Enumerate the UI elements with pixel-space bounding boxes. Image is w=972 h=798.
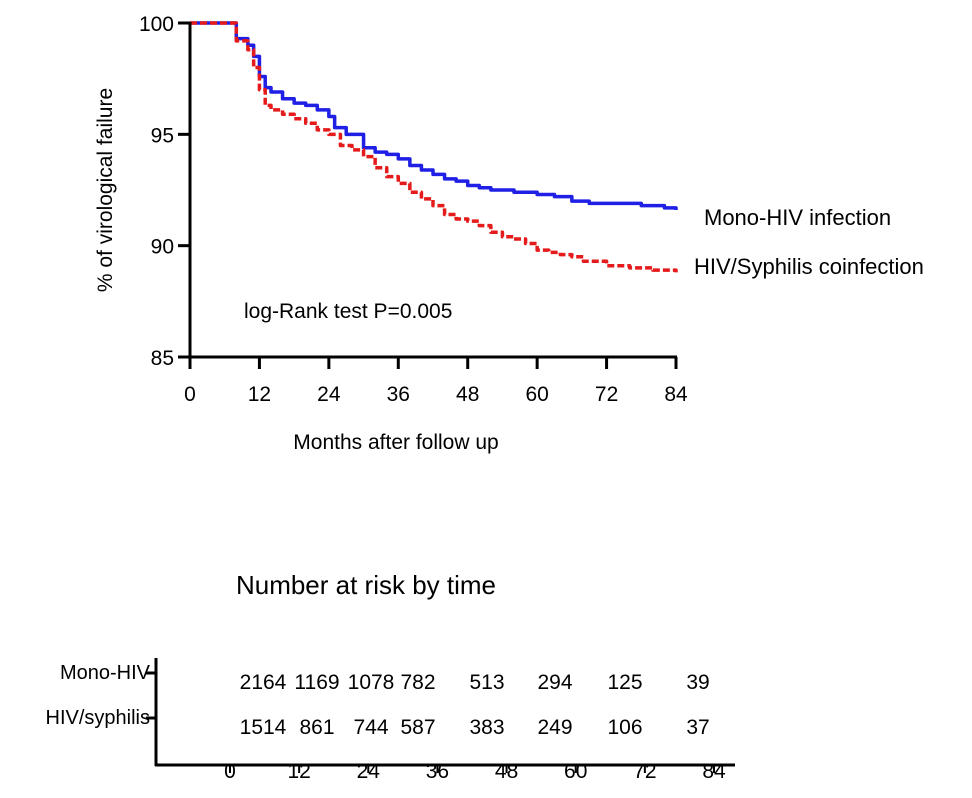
risk-cell: 744 bbox=[353, 716, 388, 739]
risk-x-tick-label: 72 bbox=[633, 760, 656, 783]
risk-table: Number at risk by time Mono-HIV 2164 1169 1… bbox=[46, 570, 735, 783]
risk-cell: 861 bbox=[299, 716, 334, 739]
y-tick-label: 90 bbox=[151, 236, 174, 259]
risk-cell: 249 bbox=[537, 716, 572, 739]
risk-cell: 294 bbox=[537, 671, 572, 694]
x-tick-label: 84 bbox=[664, 383, 688, 406]
x-tick-label: 36 bbox=[387, 383, 410, 406]
x-tick-label: 72 bbox=[595, 383, 618, 406]
risk-cell: 782 bbox=[400, 671, 435, 694]
risk-x-tick-label: 0 bbox=[224, 760, 236, 783]
risk-table-rows: Mono-HIV 2164 1169 1078 782 513 294 125 39 HIV/sy… bbox=[46, 662, 710, 739]
series-line-hiv-syphilis bbox=[190, 21, 678, 273]
risk-cell: 39 bbox=[686, 671, 709, 694]
risk-cell: 2164 bbox=[240, 671, 287, 694]
risk-table-title: Number at risk by time bbox=[236, 570, 496, 600]
risk-x-tick-label: 24 bbox=[357, 760, 381, 783]
risk-table-x-ticks: 0 12 24 36 48 60 72 84 bbox=[224, 760, 726, 783]
x-tick-label: 60 bbox=[525, 383, 548, 406]
risk-x-tick-label: 84 bbox=[702, 760, 726, 783]
x-axis-ticks: 0 12 24 36 48 60 72 84 bbox=[184, 357, 688, 406]
x-tick-label: 0 bbox=[184, 383, 196, 406]
y-tick-label: 100 bbox=[139, 13, 174, 36]
risk-cell: 37 bbox=[686, 716, 709, 739]
series-line-mono-hiv bbox=[190, 21, 678, 211]
survival-plot: 85 90 95 100 0 12 24 36 48 60 72 84 Mono-HIV infec… bbox=[94, 13, 924, 454]
series-label: HIV/Syphilis coinfection bbox=[694, 254, 924, 279]
risk-cell: 106 bbox=[607, 716, 642, 739]
risk-x-tick-label: 48 bbox=[495, 760, 518, 783]
logrank-annotation: log-Rank test P=0.005 bbox=[244, 300, 452, 323]
risk-x-tick-label: 12 bbox=[287, 760, 310, 783]
risk-row-label: HIV/syphilis bbox=[46, 707, 150, 729]
y-axis-label: % of virological failure bbox=[94, 88, 117, 292]
risk-cell: 587 bbox=[400, 716, 435, 739]
risk-x-tick-label: 36 bbox=[426, 760, 449, 783]
y-tick-label: 85 bbox=[151, 347, 174, 370]
risk-cell: 1078 bbox=[348, 671, 395, 694]
y-axis-ticks: 85 90 95 100 bbox=[139, 13, 190, 370]
risk-cell: 1169 bbox=[294, 671, 339, 694]
risk-cell: 513 bbox=[469, 671, 504, 694]
risk-row-label: Mono-HIV bbox=[60, 662, 151, 684]
x-tick-label: 48 bbox=[456, 383, 479, 406]
series-labels: Mono-HIV infection HIV/Syphilis coinfecti… bbox=[694, 205, 924, 279]
y-tick-label: 95 bbox=[151, 124, 174, 147]
x-tick-label: 12 bbox=[248, 383, 271, 406]
series-label: Mono-HIV infection bbox=[704, 205, 891, 230]
risk-cell: 1514 bbox=[240, 716, 287, 739]
plot-series-group bbox=[190, 21, 678, 273]
risk-cell: 383 bbox=[469, 716, 504, 739]
risk-cell: 125 bbox=[607, 671, 642, 694]
x-axis-label: Months after follow up bbox=[293, 431, 498, 454]
risk-x-tick-label: 60 bbox=[564, 760, 587, 783]
x-tick-label: 24 bbox=[317, 383, 341, 406]
